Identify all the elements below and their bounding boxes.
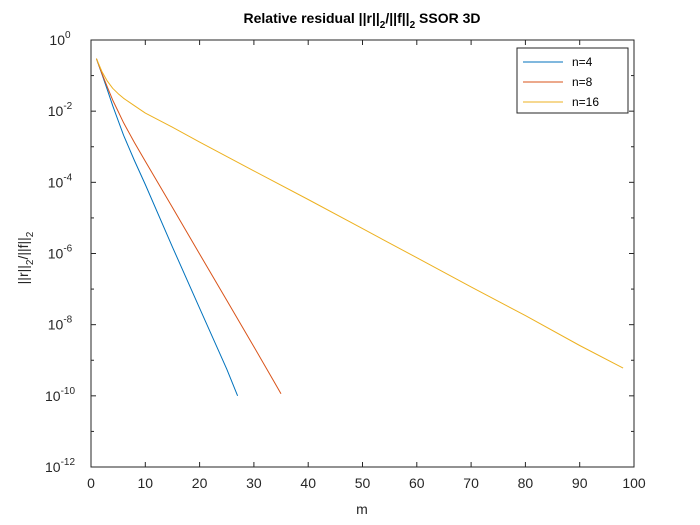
- legend-label: n=8: [572, 75, 593, 89]
- legend: n=4 n=8 n=16: [516, 47, 629, 114]
- y-tick-label: 10-8: [48, 315, 73, 333]
- x-tick-label: 0: [87, 475, 95, 491]
- y-tick-label: 10-2: [48, 101, 73, 119]
- x-tick-label: 80: [518, 475, 534, 491]
- legend-label: n=16: [572, 95, 599, 109]
- y-tick-label: 10-10: [45, 386, 75, 404]
- y-axis: 10-12 10-10 10-8 10-6 10-4 10-2 100: [45, 30, 634, 475]
- series-lines: [95, 58, 624, 396]
- y-tick-label: 100: [49, 30, 71, 48]
- x-axis: 0 10 20 30 40 50 60 70 80 90 100: [87, 40, 646, 491]
- x-tick-label: 90: [572, 475, 588, 491]
- chart-title: Relative residual ||r||2/||f||2 SSOR 3D: [244, 10, 481, 31]
- x-tick-label: 50: [355, 475, 371, 491]
- y-axis-label: ||r||2/||f||2: [15, 231, 36, 284]
- legend-label: n=4: [572, 55, 593, 69]
- series-line-n-16: [95, 58, 624, 369]
- x-tick-label: 100: [622, 475, 646, 491]
- x-tick-label: 40: [300, 475, 316, 491]
- x-tick-label: 20: [192, 475, 208, 491]
- y-tick-label: 10-12: [45, 457, 75, 475]
- x-tick-label: 10: [138, 475, 154, 491]
- y-tick-label: 10-4: [48, 172, 73, 190]
- series-line-n-8: [95, 58, 282, 394]
- y-tick-label: 10-6: [48, 244, 73, 262]
- x-tick-label: 70: [463, 475, 479, 491]
- x-tick-label: 60: [409, 475, 425, 491]
- x-axis-label: m: [356, 501, 368, 517]
- series-line-n-4: [95, 58, 239, 396]
- x-tick-label: 30: [246, 475, 262, 491]
